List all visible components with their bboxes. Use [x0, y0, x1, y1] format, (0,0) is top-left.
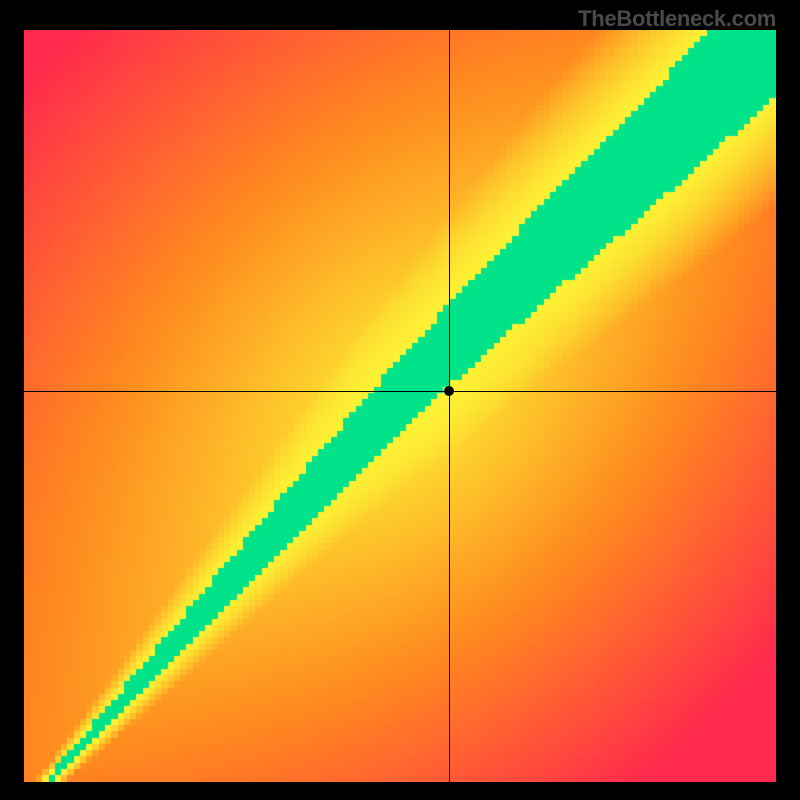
marker-dot: [444, 386, 454, 396]
crosshair-horizontal: [24, 391, 776, 392]
crosshair-vertical: [449, 30, 450, 782]
watermark-text: TheBottleneck.com: [578, 6, 776, 32]
heatmap-canvas: [24, 30, 776, 782]
heatmap-plot: [24, 30, 776, 782]
